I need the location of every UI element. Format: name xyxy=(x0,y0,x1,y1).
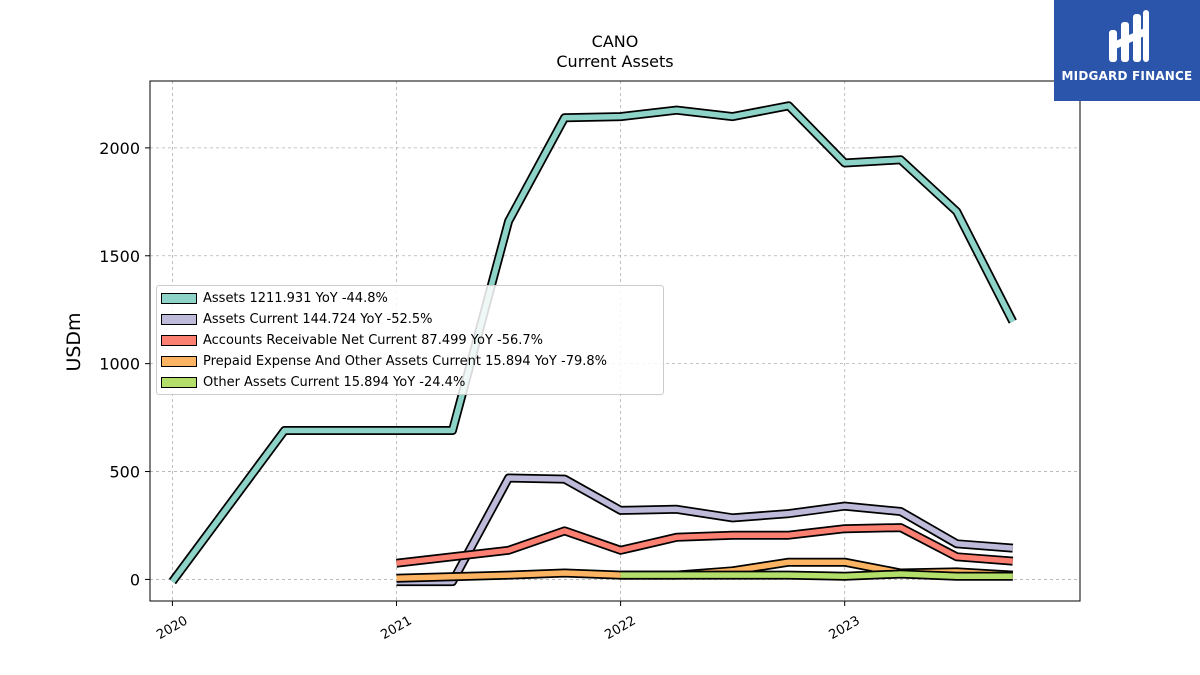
brand-logo: MIDGARD FINANCE xyxy=(1054,0,1200,101)
legend-label-assets-current: Assets Current 144.724 YoY -52.5% xyxy=(203,311,433,327)
x-tick-label: 2022 xyxy=(602,613,638,643)
legend-entry-assets: Assets 1211.931 YoY -44.8% xyxy=(157,288,388,308)
legend-label-prepaid-expense: Prepaid Expense And Other Assets Current… xyxy=(203,353,607,369)
series-line xyxy=(396,524,1014,566)
legend-label-accounts-receivable: Accounts Receivable Net Current 87.499 Y… xyxy=(203,332,544,348)
chart-title: CANO xyxy=(591,32,639,51)
legend-swatch-assets-current xyxy=(161,313,197,325)
series-1 xyxy=(396,473,1014,587)
legend-entry-accounts-receivable: Accounts Receivable Net Current 87.499 Y… xyxy=(157,330,543,350)
series-line xyxy=(170,103,1016,584)
legend-entry-prepaid-expense: Prepaid Expense And Other Assets Current… xyxy=(157,351,607,371)
series-0 xyxy=(168,101,1017,585)
series-line xyxy=(620,571,1013,579)
x-tick-label: 2020 xyxy=(154,613,190,643)
chart-subtitle: Current Assets xyxy=(556,52,674,71)
logo-mark-icon xyxy=(1109,10,1149,62)
y-axis-label: USDm xyxy=(63,312,85,371)
y-tick-label: 2000 xyxy=(99,139,140,158)
legend-swatch-assets xyxy=(161,292,197,304)
legend-entry-other-assets-current: Other Assets Current 15.894 YoY -24.4% xyxy=(157,372,465,392)
series-line-outline xyxy=(396,473,1014,587)
legend-swatch-accounts-receivable xyxy=(161,334,197,346)
series-line xyxy=(396,475,1014,585)
legend-label-other-assets-current: Other Assets Current 15.894 YoY -24.4% xyxy=(203,374,466,390)
series-line-outline xyxy=(395,523,1014,568)
y-tick-label: 500 xyxy=(109,463,140,482)
grid-lines xyxy=(150,81,1080,601)
legend-label-assets: Assets 1211.931 YoY -44.8% xyxy=(203,290,388,306)
plot-area-frame xyxy=(149,80,1081,602)
y-tick-label: 0 xyxy=(130,570,140,589)
chart-legend: Assets 1211.931 YoY -44.8% Assets Curren… xyxy=(156,285,664,395)
series-4 xyxy=(620,569,1013,581)
legend-entry-assets-current: Assets Current 144.724 YoY -52.5% xyxy=(157,309,433,329)
y-tick-label: 1000 xyxy=(99,355,140,374)
x-tick-label: 2021 xyxy=(378,613,414,643)
logo-text: MIDGARD FINANCE xyxy=(1061,69,1193,83)
series-lines xyxy=(168,101,1017,587)
series-2 xyxy=(395,523,1014,568)
legend-swatch-prepaid-expense xyxy=(161,355,197,367)
legend-swatch-other-assets-current xyxy=(161,376,197,388)
x-tick-label: 2023 xyxy=(827,613,863,643)
y-tick-label: 1500 xyxy=(99,247,140,266)
